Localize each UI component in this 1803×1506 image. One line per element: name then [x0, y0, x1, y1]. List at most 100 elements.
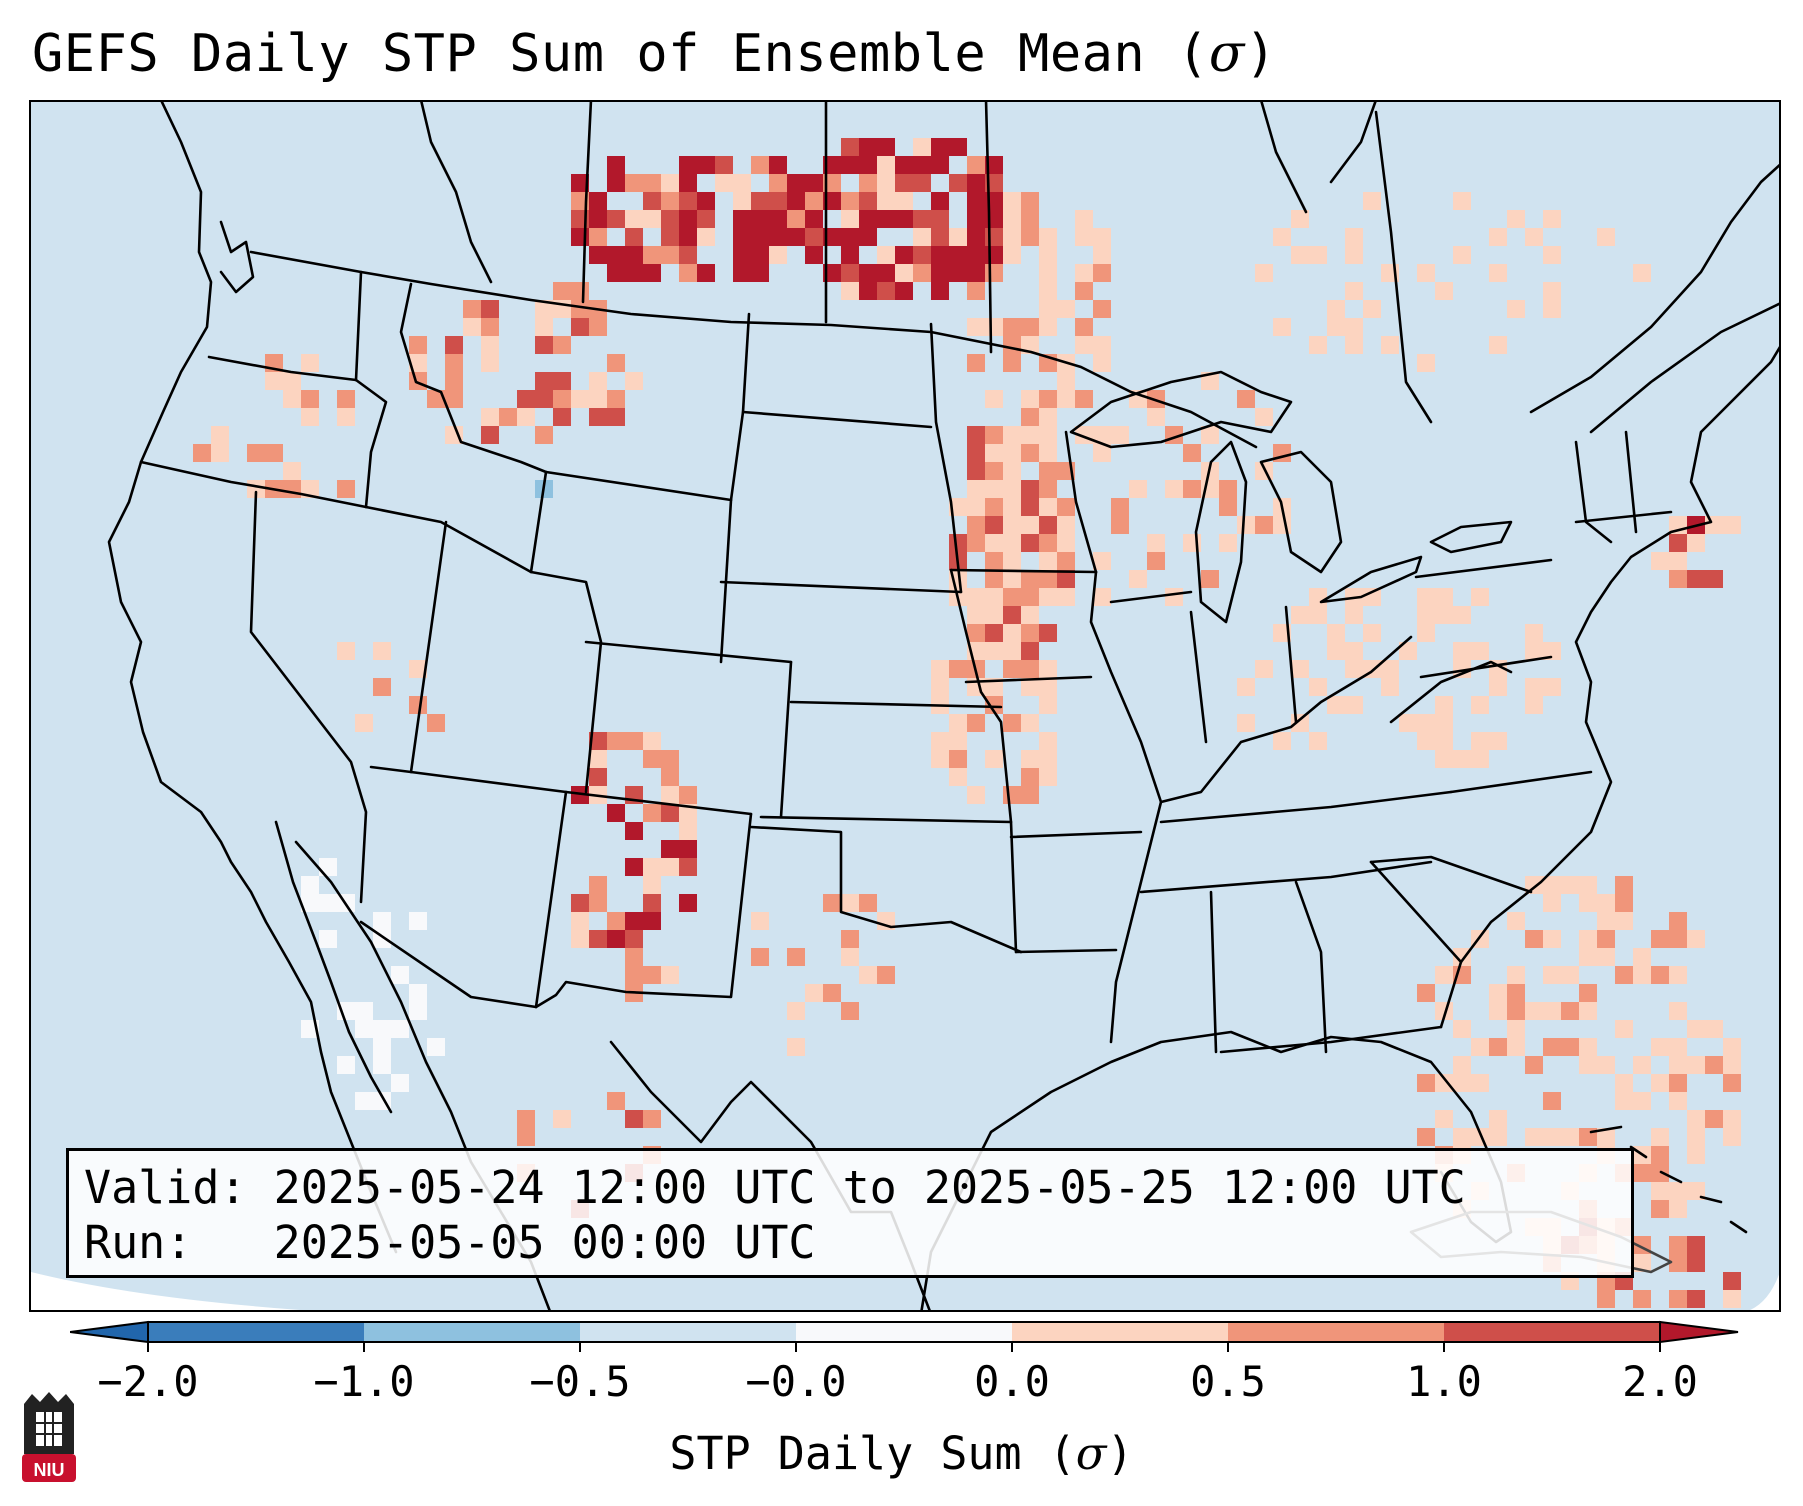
anomaly-cell	[931, 660, 949, 678]
anomaly-cell	[1687, 930, 1705, 948]
anomaly-cell	[967, 156, 985, 174]
anomaly-cell	[823, 264, 841, 282]
anomaly-cell	[1651, 966, 1669, 984]
tn-ms-al-border	[1139, 860, 1433, 894]
anomaly-cell	[985, 426, 1003, 444]
nc-va-border	[1449, 770, 1593, 794]
anomaly-cell	[1345, 282, 1363, 300]
anomaly-cell	[589, 750, 607, 768]
anomaly-cell	[877, 264, 895, 282]
anomaly-cell	[949, 498, 967, 516]
anomaly-cell	[1255, 660, 1273, 678]
anomaly-cell	[1705, 570, 1723, 588]
anomaly-cell	[1021, 426, 1039, 444]
anomaly-cell	[1507, 1002, 1525, 1020]
anomaly-cell	[769, 228, 787, 246]
west-coastline	[107, 102, 398, 1254]
anomaly-cell	[877, 138, 895, 156]
anomaly-cell	[895, 174, 913, 192]
anomaly-cell	[733, 192, 751, 210]
anomaly-cell	[301, 894, 319, 912]
anomaly-cell	[1039, 624, 1057, 642]
anomaly-cell	[409, 912, 427, 930]
hudson-bay-coast	[1260, 102, 1377, 214]
anomaly-cell	[877, 156, 895, 174]
anomaly-cell	[1003, 552, 1021, 570]
anomaly-cell	[1075, 264, 1093, 282]
anomaly-cell	[931, 282, 949, 300]
sd-ne-border	[719, 580, 963, 594]
niu-logo-base	[22, 1454, 76, 1482]
anomaly-cell	[751, 948, 769, 966]
anomaly-cell	[1021, 660, 1039, 678]
anomaly-cell	[1183, 480, 1201, 498]
anomaly-cell	[967, 606, 985, 624]
anomaly-cell	[1597, 894, 1615, 912]
anomaly-cell	[697, 192, 715, 210]
anomaly-cell	[841, 894, 859, 912]
anomaly-cell	[733, 174, 751, 192]
anomaly-cell	[1489, 678, 1507, 696]
anomaly-cell	[1687, 1290, 1705, 1308]
anomaly-cell	[805, 984, 823, 1002]
anomaly-cell	[1507, 1020, 1525, 1038]
anomaly-cell	[1003, 480, 1021, 498]
anomaly-cell	[1597, 1128, 1615, 1146]
anomaly-cell	[1003, 498, 1021, 516]
anomaly-cell	[1471, 696, 1489, 714]
anomaly-cell	[1021, 390, 1039, 408]
anomaly-cell	[1363, 588, 1381, 606]
anomaly-cell	[1273, 516, 1291, 534]
anomaly-cell	[481, 354, 499, 372]
anomaly-cell	[1021, 786, 1039, 804]
colorbar-bin	[796, 1322, 1013, 1342]
anomaly-cell	[517, 1110, 535, 1128]
anomaly-cell	[1327, 696, 1345, 714]
anomaly-cell	[1363, 192, 1381, 210]
va-wv-border	[1389, 660, 1513, 724]
anomaly-cell	[1669, 1200, 1687, 1218]
nd-mn-border	[929, 322, 963, 594]
anomaly-cell	[553, 282, 571, 300]
anomaly-cell	[589, 192, 607, 210]
anomaly-cell	[589, 768, 607, 786]
anomaly-cell	[337, 1056, 355, 1074]
anomaly-cell	[1345, 336, 1363, 354]
anomaly-cell	[1273, 732, 1291, 750]
anomaly-cell	[1003, 624, 1021, 642]
anomaly-cell	[1525, 678, 1543, 696]
canada-us-border	[249, 250, 1258, 449]
anomaly-cell	[841, 138, 859, 156]
anomaly-cell	[1021, 678, 1039, 696]
anomaly-cell	[1489, 732, 1507, 750]
anomaly-cell	[1093, 246, 1111, 264]
anomaly-cell	[589, 390, 607, 408]
anomaly-cell	[643, 732, 661, 750]
anomaly-cell	[1327, 642, 1345, 660]
anomaly-cell	[1021, 714, 1039, 732]
anomaly-cell	[985, 480, 1003, 498]
wi-mn-border	[1064, 430, 1098, 574]
anomaly-cell	[625, 1110, 643, 1128]
lake-erie	[1319, 555, 1423, 604]
bahamas-islands	[1589, 1125, 1748, 1234]
anomaly-cell	[1489, 984, 1507, 1002]
colorbar-tick-label: −0.5	[529, 1357, 630, 1406]
anomaly-cell	[751, 210, 769, 228]
anomaly-cell	[1489, 1128, 1507, 1146]
anomaly-cell	[1255, 264, 1273, 282]
anomaly-cell	[391, 966, 409, 984]
anomaly-cell	[1093, 354, 1111, 372]
anomaly-cell	[1615, 966, 1633, 984]
wy-ut-co-border	[529, 570, 603, 794]
anomaly-cell	[1057, 534, 1075, 552]
anomaly-cell	[1669, 1254, 1687, 1272]
anomaly-cell	[1453, 606, 1471, 624]
anomaly-cell	[1525, 696, 1543, 714]
anomaly-cell	[1471, 588, 1489, 606]
mn-ia-border	[949, 568, 1098, 574]
anomaly-cell	[1057, 300, 1075, 318]
valid-row: Valid: 2025-05-24 12:00 UTC to 2025-05-2…	[84, 1160, 1631, 1215]
anomaly-cell	[337, 642, 355, 660]
anomaly-cell	[481, 426, 499, 444]
